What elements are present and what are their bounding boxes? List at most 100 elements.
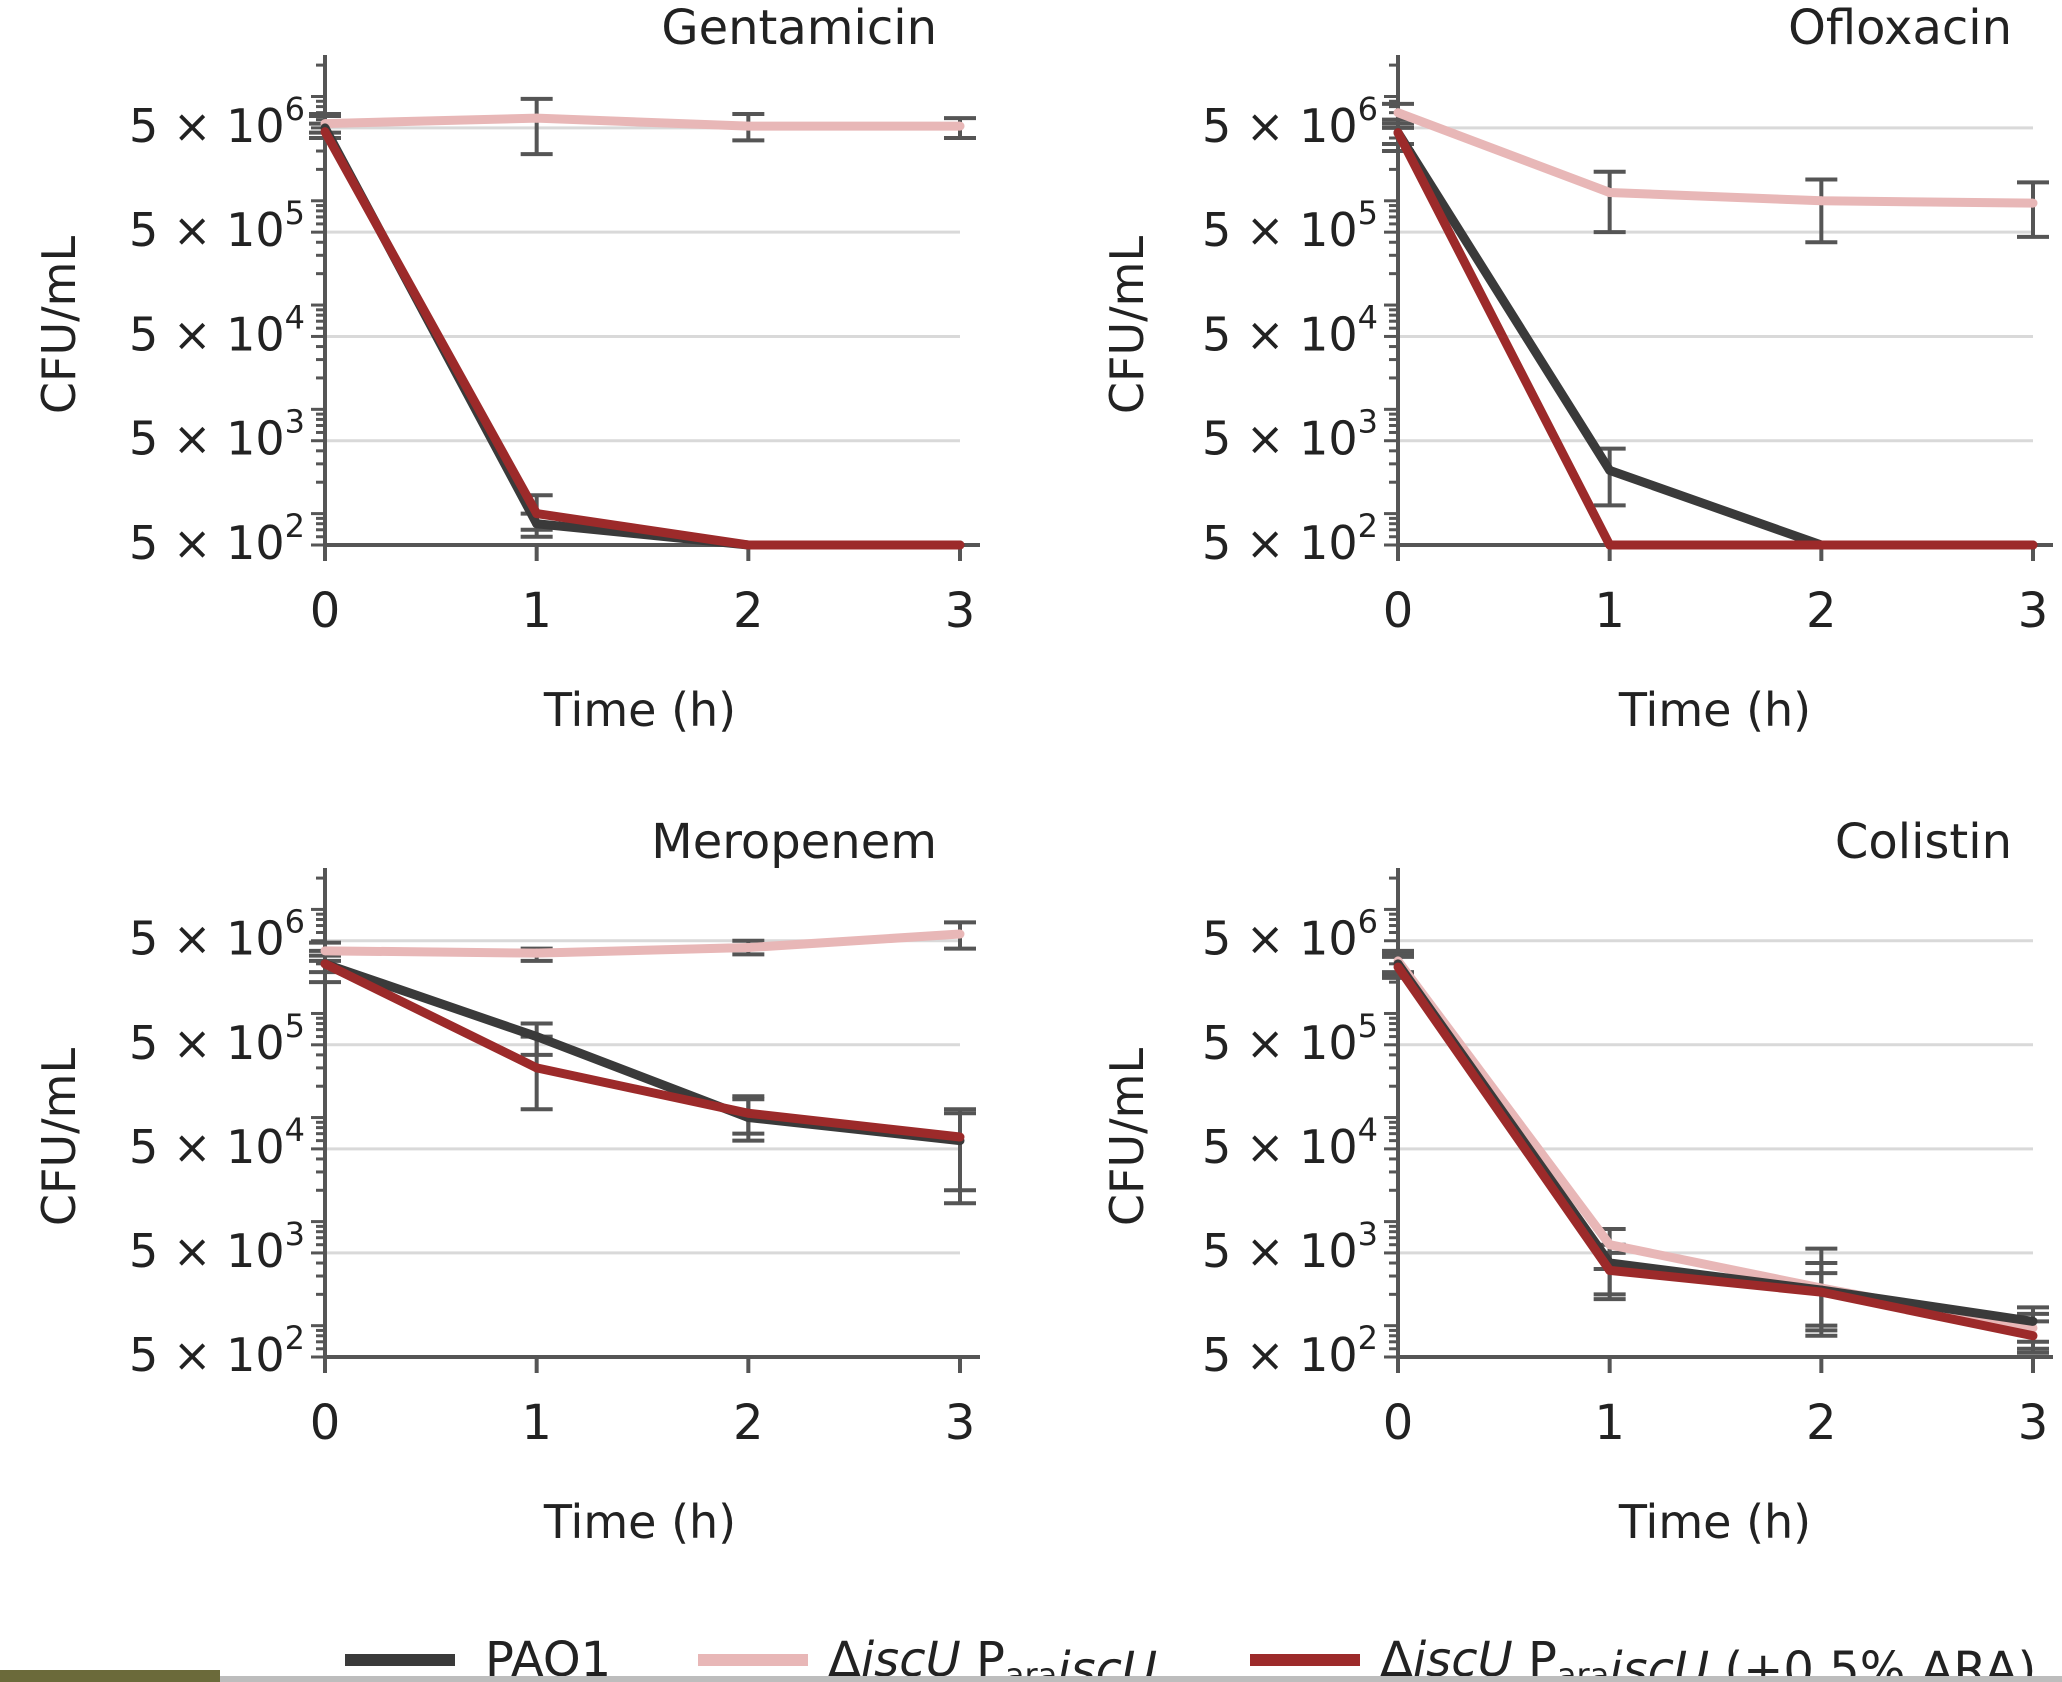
y-tick-label: 5 × 103 <box>1202 1215 1378 1278</box>
data-point-iscu <box>743 943 753 953</box>
errorbar-iscu-ara <box>944 1111 976 1193</box>
y-tick-label: 5 × 105 <box>129 194 305 257</box>
legend-label-iscu: ΔiscU ParaiscU <box>828 1632 1157 1682</box>
y-axis-label: CFU/mL <box>1100 1048 1154 1227</box>
x-tick-label: 1 <box>521 1395 552 1451</box>
panel-title: Meropenem <box>651 814 937 870</box>
data-point-iscu-ara <box>2028 1331 2038 1341</box>
legend-label-iscu-ara: ΔiscU ParaiscU (+0.5% ARA) <box>1380 1632 2036 1682</box>
data-point-iscu-ara <box>2028 540 2038 550</box>
y-tick-label: 5 × 104 <box>129 298 305 361</box>
y-tick-label: 5 × 106 <box>129 903 305 966</box>
series-line-iscu-ara <box>1394 964 2034 1341</box>
x-tick-label: 2 <box>1806 1395 1837 1451</box>
data-point-iscu <box>955 121 965 131</box>
x-tick-label: 3 <box>2018 1395 2049 1451</box>
series-line-pao1 <box>323 959 961 1146</box>
x-axis-label: Time (h) <box>543 683 736 737</box>
data-point-iscu-ara <box>743 1108 753 1118</box>
data-point-pao1 <box>532 1032 542 1042</box>
y-tick-label: 5 × 105 <box>1202 1007 1378 1070</box>
y-tick-label: 5 × 106 <box>1202 90 1378 153</box>
data-point-iscu <box>532 948 542 958</box>
y-axis-label: CFU/mL <box>32 236 86 415</box>
x-tick-label: 3 <box>945 1395 976 1451</box>
y-tick-label: 5 × 106 <box>1202 903 1378 966</box>
x-tick-label: 3 <box>2018 583 2049 639</box>
x-tick-label: 0 <box>1383 1395 1414 1451</box>
y-tick-label: 5 × 105 <box>129 1007 305 1070</box>
panel-title: Colistin <box>1835 814 2012 870</box>
data-point-iscu <box>532 113 542 123</box>
y-tick-label: 5 × 102 <box>1202 507 1378 570</box>
errorbar-iscu <box>1805 177 1838 245</box>
y-tick-label: 5 × 102 <box>129 507 305 570</box>
data-point-iscu <box>2028 1323 2038 1333</box>
data-point-iscu-ara <box>1816 540 1826 550</box>
errorbar-iscu-ara <box>1805 1271 1838 1328</box>
data-point-pao1 <box>1605 465 1615 475</box>
x-axis-label: Time (h) <box>543 1495 736 1549</box>
x-tick-label: 0 <box>1383 583 1414 639</box>
y-axis-label: CFU/mL <box>32 1048 86 1227</box>
x-tick-label: 1 <box>521 583 552 639</box>
data-point-iscu <box>955 929 965 939</box>
data-point-iscu <box>320 946 330 956</box>
bottom-image-fragment <box>0 1670 220 1682</box>
series-line-iscu <box>1396 108 2034 208</box>
data-point-iscu-ara <box>955 540 965 550</box>
series-line-iscu-ara <box>321 129 960 550</box>
data-point-iscu-ara <box>1393 962 1403 972</box>
y-tick-label: 5 × 105 <box>1202 194 1378 257</box>
y-tick-label: 5 × 103 <box>129 1215 305 1278</box>
data-point-iscu-ara <box>532 509 542 519</box>
data-point-iscu <box>743 121 753 131</box>
data-point-iscu <box>1605 188 1615 198</box>
y-tick-label: 5 × 104 <box>1202 298 1378 361</box>
y-tick-label: 5 × 106 <box>129 90 305 153</box>
data-point-iscu-ara <box>743 540 753 550</box>
series-line-iscu <box>324 929 961 958</box>
data-point-iscu-ara <box>1605 1265 1615 1275</box>
x-axis-label: Time (h) <box>1618 1495 1811 1549</box>
series-line-iscu-ara <box>1393 130 2033 550</box>
series-line-iscu-ara <box>323 959 961 1142</box>
x-tick-label: 1 <box>1594 583 1625 639</box>
errorbar-iscu <box>1593 169 1626 235</box>
x-tick-label: 1 <box>1594 1395 1625 1451</box>
data-point-iscu <box>2028 198 2038 208</box>
y-axis-label: CFU/mL <box>1100 236 1154 415</box>
data-point-iscu-ara <box>532 1063 542 1073</box>
data-point-pao1 <box>2028 1316 2038 1326</box>
x-tick-label: 2 <box>733 1395 764 1451</box>
data-point-iscu-ara <box>1393 128 1403 138</box>
data-point-iscu <box>1605 1240 1615 1250</box>
data-point-iscu-ara <box>320 959 330 969</box>
x-axis-label: Time (h) <box>1618 683 1811 737</box>
panel-title: Gentamicin <box>661 0 937 56</box>
legend: PAO1 ΔiscU ParaiscU ΔiscU ParaiscU (+0.5… <box>345 1632 2036 1682</box>
data-point-iscu-ara <box>1605 540 1615 550</box>
errorbar-iscu <box>520 96 553 157</box>
y-tick-label: 5 × 103 <box>1202 403 1378 466</box>
data-point-pao1 <box>532 519 542 529</box>
y-tick-label: 5 × 102 <box>129 1319 305 1382</box>
data-point-iscu-ara <box>955 1132 965 1142</box>
data-point-iscu-ara <box>320 127 330 137</box>
x-tick-label: 0 <box>310 1395 341 1451</box>
data-point-iscu <box>1393 108 1403 118</box>
x-tick-label: 0 <box>310 583 341 639</box>
panel-ofloxacin: Ofloxacin CFU/mL Time (h) 5 × 102 5 × 103… <box>1100 0 2053 737</box>
panel-colistin: Colistin CFU/mL Time (h) 5 × 102 5 × 103 5… <box>1100 814 2053 1549</box>
x-tick-label: 2 <box>733 583 764 639</box>
panel-title: Ofloxacin <box>1788 0 2012 56</box>
x-tick-label: 2 <box>1806 583 1837 639</box>
y-tick-label: 5 × 102 <box>1202 1319 1378 1382</box>
data-point-iscu-ara <box>1816 1287 1826 1297</box>
x-tick-label: 3 <box>945 583 976 639</box>
data-point-iscu <box>1816 196 1826 206</box>
y-tick-label: 5 × 104 <box>129 1111 305 1174</box>
panel-gentamicin: Gentamicin CFU/mL Time (h) 5 × 102 5 × 10… <box>32 0 980 737</box>
bottom-strip <box>0 1676 2062 1682</box>
